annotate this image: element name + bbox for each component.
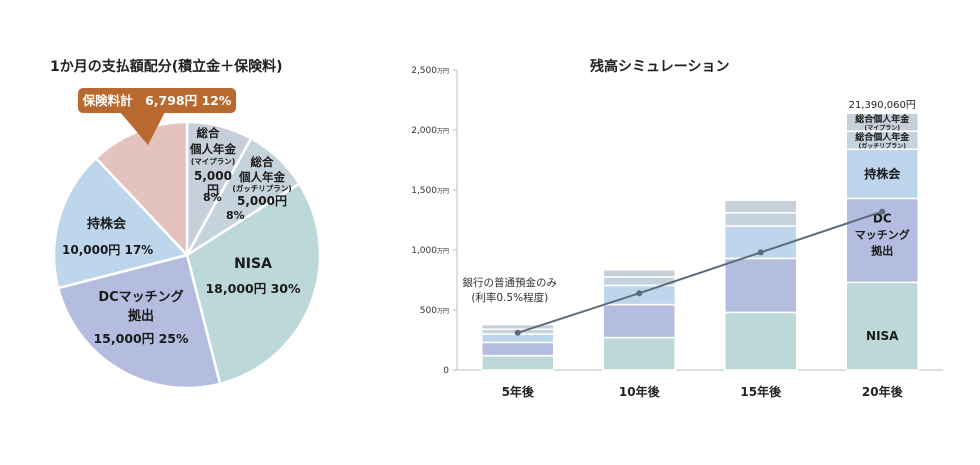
line-point (757, 249, 764, 256)
bar-label-gacchiri: 総合個人年金 (855, 131, 910, 143)
y-tick-label: 500万円 (420, 306, 449, 316)
y-tick-label: 1,500万円 (411, 186, 449, 196)
pie-value-gacchiri-amount: 5,000円 (237, 194, 287, 208)
x-tick-label: 20年後 (862, 384, 904, 399)
x-tick-label: 10年後 (619, 384, 661, 399)
pie-value-myplan-amount: 5,000 (194, 169, 232, 183)
bar-segment-dc (481, 341, 555, 357)
y-tick-label: 1,000万円 (411, 246, 449, 256)
pie-value-myplan-unit: 円 (207, 183, 219, 197)
line-series-savings (517, 210, 883, 334)
pie-chart-title: 1か月の支払額配分(積立金＋保険料) (50, 59, 283, 75)
pie-value-dc: 15,000円 25% (93, 331, 188, 346)
bar-segment-myplan (481, 323, 555, 330)
pie-label-dc-line2: 拠出 (128, 308, 154, 324)
stacked-bar-chart: 0 500万円 1,000万円 1,500万円 2,000万円 2,500万円 5年後 10年… (411, 66, 943, 399)
line-series-label-line1: 銀行の普通預金のみ (463, 276, 558, 289)
pie-callout-text: 保険料計 6,798円 12% (82, 93, 232, 108)
pie-label-mochikabu: 持株会 (87, 216, 127, 232)
pie-value-gacchiri-percent: 8% (226, 209, 245, 222)
x-tick-label: 15年後 (740, 384, 782, 399)
bar-label-gacchiri-sub: (ガッチリプラン) (859, 142, 907, 150)
y-tick-label: 0 (443, 366, 449, 376)
x-tick-label: 5年後 (502, 384, 535, 399)
pie-label-myplan-sub: (マイプラン) (191, 156, 235, 166)
pie-value-mochikabu: 10,000円 17% (62, 243, 153, 257)
bar-segment-dc (602, 303, 676, 339)
pie-label-myplan-line2: 個人年金 (189, 142, 236, 156)
bar-segment-nisa (481, 354, 555, 371)
pie-value-nisa: 18,000円 30% (205, 281, 300, 296)
line-point (879, 208, 886, 215)
bar-segment-mochikabu (845, 148, 919, 200)
pie-slice-dc (56, 253, 222, 390)
bar-label-myplan-sub: (マイプラン) (865, 124, 901, 132)
line-series-label-line2: (利率0.5%程度) (471, 291, 548, 304)
bar-segment-myplan (845, 112, 919, 132)
bar-label-nisa: NISA (866, 329, 899, 343)
pie-label-dc-line1: DCマッチング (98, 289, 183, 305)
pie-label-gacchiri-line1: 総合 (251, 155, 274, 169)
bar-segment-myplan (602, 269, 676, 278)
bar-label-dc-line3: 拠出 (871, 243, 893, 257)
pie-label-gacchiri-sub: (ガッチリプラン) (232, 183, 291, 193)
y-tick-label: 2,500万円 (411, 66, 449, 76)
bar-total-label: 21,390,060円 (849, 100, 916, 111)
bar-segment-myplan (724, 199, 798, 214)
y-tick-label: 2,000万円 (411, 126, 449, 136)
bar-segment-dc (724, 257, 798, 314)
bar-label-mochikabu: 持株会 (864, 166, 901, 181)
pie-callout-box (78, 88, 236, 113)
bar-segment-nisa (724, 311, 798, 371)
bar-chart-title: 残高シミュレーション (590, 59, 730, 75)
bar-segment-nisa (845, 281, 919, 371)
pie-value-myplan-percent: 8% (203, 191, 222, 204)
bar-label-myplan: 総合個人年金 (855, 113, 910, 125)
pie-label-myplan-line1: 総合 (197, 126, 220, 140)
bar-segment-nisa (602, 336, 676, 371)
pie-slice-mochikabu (52, 156, 190, 290)
bar-label-dc-line1: DC (873, 211, 892, 225)
pie-callout-pointer (120, 112, 165, 145)
pie-label-nisa: NISA (234, 256, 272, 272)
bar-segment-gacchiri (724, 212, 798, 227)
line-point (514, 329, 521, 336)
pie-label-gacchiri-line2: 個人年金 (238, 170, 285, 184)
line-point (636, 290, 643, 297)
bar-label-dc-line2: マッチング (855, 227, 910, 241)
pie-slice-nisa (185, 182, 322, 386)
